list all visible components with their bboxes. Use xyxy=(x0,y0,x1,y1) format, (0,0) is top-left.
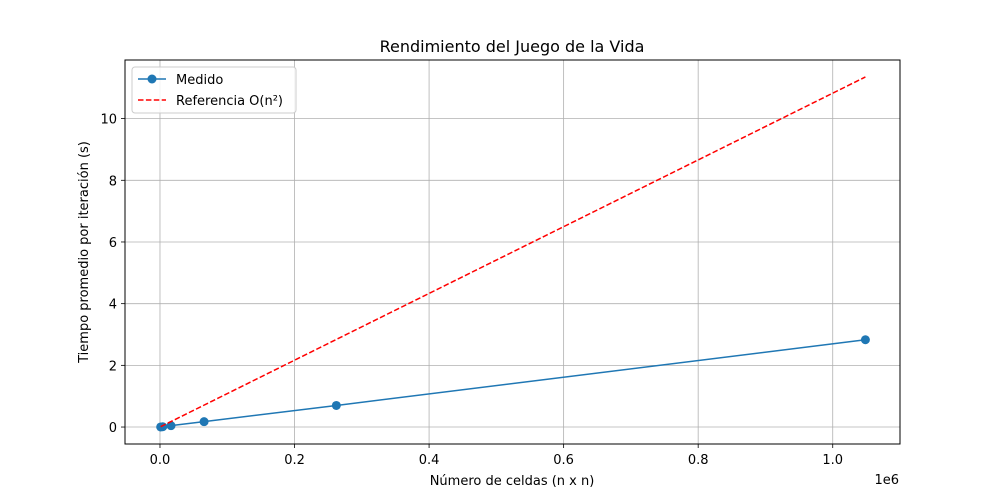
series-line-1 xyxy=(160,76,866,428)
y-tick-label: 4 xyxy=(109,298,117,313)
y-axis-ticks: 0 2 4 6 8 10 xyxy=(100,113,125,436)
y-axis-label: Tiempo promedio por iteración (s) xyxy=(77,141,92,364)
legend-label-referencia: Referencia O(n²) xyxy=(176,94,283,109)
plot-frame xyxy=(124,59,901,445)
y-tick-label: 6 xyxy=(109,236,117,251)
data-point-0-1 xyxy=(158,422,168,432)
y-tick-label: 8 xyxy=(109,174,117,189)
x-axis-label: Número de celdas (n x n) xyxy=(430,474,595,489)
x-tick-label: 0.8 xyxy=(688,453,709,468)
data-point-0-3 xyxy=(199,417,209,427)
data-point-0-5 xyxy=(860,335,870,345)
x-tick-label: 0.2 xyxy=(284,453,305,468)
x-axis-offset-label: 1e6 xyxy=(874,473,899,488)
legend: Medido Referencia O(n²) xyxy=(131,66,297,114)
data-point-0-4 xyxy=(331,400,341,410)
y-tick-label: 10 xyxy=(100,113,117,128)
grid xyxy=(125,60,900,444)
x-tick-label: 1.0 xyxy=(822,453,843,468)
chart-title: Rendimiento del Juego de la Vida xyxy=(380,37,645,56)
y-tick-label: 0 xyxy=(109,421,117,436)
x-tick-label: 0.0 xyxy=(150,453,171,468)
x-tick-label: 0.6 xyxy=(553,453,574,468)
x-axis-ticks: 0.0 0.2 0.4 0.6 0.8 1.0 xyxy=(150,444,843,468)
y-tick-label: 2 xyxy=(109,359,117,374)
series-layer xyxy=(156,76,870,432)
legend-label-medido: Medido xyxy=(176,73,223,88)
legend-marker-medido xyxy=(147,74,157,84)
legend-box xyxy=(131,66,297,114)
x-tick-label: 0.4 xyxy=(419,453,440,468)
